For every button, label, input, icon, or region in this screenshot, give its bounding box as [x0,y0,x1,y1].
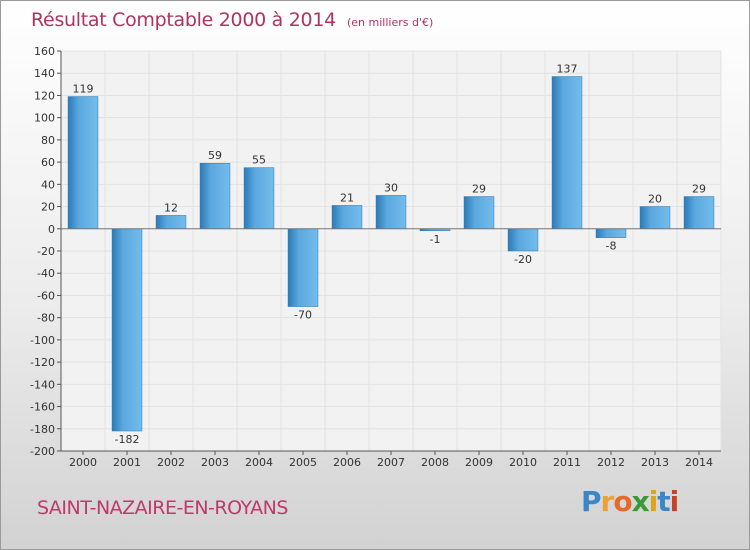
y-tick-label: 140 [34,67,55,80]
logo-letter: t [657,485,670,518]
x-tick-label: 2000 [69,456,97,469]
value-label-2002: 12 [164,201,178,214]
bar-2005 [287,228,319,307]
y-tick-label: 160 [34,45,55,58]
bar-2004 [243,167,275,230]
y-tick-label: 80 [41,134,55,147]
y-tick-label: -160 [30,401,55,414]
bars-layer [67,76,715,432]
chart-title-block: Résultat Comptable 2000 à 2014 (en milli… [31,9,433,31]
y-tick-label: 20 [41,201,55,214]
x-tick-label: 2002 [157,456,185,469]
bar-2011 [551,76,583,230]
grid-layer [60,50,722,452]
y-tick-label: -120 [30,356,55,369]
chart-title: Résultat Comptable 2000 à 2014 [31,9,336,31]
value-label-2013: 20 [648,193,662,206]
y-tick-label: -100 [30,334,55,347]
y-tick-label: -180 [30,423,55,436]
proxiti-logo: Proxiti [581,485,680,518]
value-label-2009: 29 [472,183,486,196]
y-tick-label: 100 [34,112,55,125]
y-tick-label: -60 [37,289,55,302]
value-label-2008: -1 [430,233,441,246]
y-tick-label: 0 [48,223,55,236]
x-tick-label: 2008 [421,456,449,469]
x-tick-label: 2011 [553,456,581,469]
x-tick-label: 2010 [509,456,537,469]
x-tick-label: 2013 [641,456,669,469]
logo-letter: i [669,485,680,518]
y-tick-label: 120 [34,89,55,102]
x-tick-label: 2005 [289,456,317,469]
x-tick-label: 2007 [377,456,405,469]
y-tick-label: -200 [30,445,55,458]
logo-letter: o [613,485,632,518]
value-label-2000: 119 [73,83,94,96]
y-tick-label: -20 [37,245,55,258]
x-tick-label: 2012 [597,456,625,469]
x-tick-label: 2001 [113,456,141,469]
x-tick-label: 2004 [245,456,273,469]
value-label-2006: 21 [340,191,354,204]
labels-layer: 119 -182 12 59 55 -70 21 30 -1 29 -20 137 -8 20 29 [73,63,707,446]
bar-2000 [67,96,99,230]
bar-2002 [155,215,187,230]
logo-letter: i [648,485,659,518]
bar-2012 [595,228,627,238]
value-label-2003: 59 [208,149,222,162]
value-label-2011: 137 [557,63,578,76]
y-tick-label: -40 [37,267,55,280]
y-tick-label: -140 [30,378,55,391]
value-label-2001: -182 [115,433,140,446]
x-tick-label: 2009 [465,456,493,469]
y-tick-label: 60 [41,156,55,169]
bar-2007 [375,195,407,230]
value-label-2004: 55 [252,154,266,167]
value-label-2014: 29 [692,183,706,196]
value-label-2007: 30 [384,181,398,194]
bar-2001 [111,228,143,432]
x-tick-label: 2003 [201,456,229,469]
bar-2009 [463,196,495,230]
y-tick-label: -80 [37,312,55,325]
y-tick-label: 40 [41,178,55,191]
value-label-2010: -20 [514,253,532,266]
value-label-2005: -70 [294,309,312,322]
logo-letter: r [600,485,615,518]
commune-name: SAINT-NAZAIRE-EN-ROYANS [37,497,288,519]
x-tick-label: 2014 [685,456,713,469]
axis-layer: 160140120100806040200-20-40-60-80-100-12… [30,45,721,469]
bar-2010 [507,228,539,252]
value-label-2012: -8 [606,240,617,253]
bar-2006 [331,205,363,230]
bar-2014 [683,196,715,230]
x-tick-label: 2006 [333,456,361,469]
bar-2003 [199,162,231,230]
bar-2013 [639,206,671,230]
logo-letter: P [581,485,602,518]
logo-letter: x [631,485,650,518]
chart-subtitle: (en milliers d'€) [346,16,434,29]
